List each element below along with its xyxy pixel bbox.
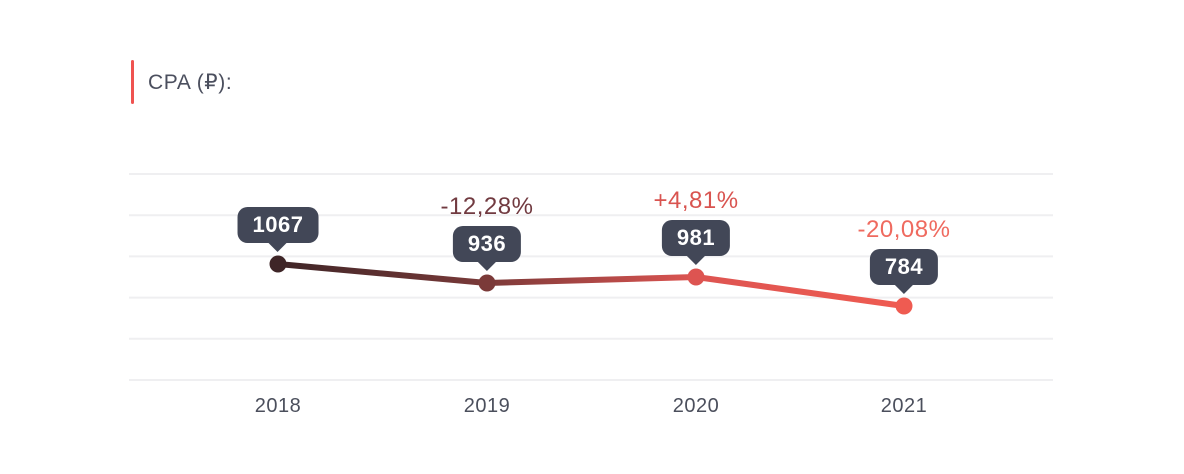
chart-header: CPA (₽):	[131, 60, 232, 104]
change-label-2021: -20,08%	[857, 216, 951, 243]
value-badge-2018[interactable]: 1067	[237, 207, 319, 252]
badge-tail	[477, 261, 497, 271]
data-point-2018[interactable]	[269, 255, 287, 273]
change-label-2020: +4,81%	[653, 187, 739, 214]
change-label-2019: -12,28%	[440, 193, 534, 220]
badge-tail	[267, 242, 288, 252]
chart-title: CPA (₽):	[148, 70, 233, 94]
accent-bar	[131, 60, 134, 104]
x-axis-label-2020: 2020	[672, 395, 720, 417]
data-point-2021[interactable]	[895, 297, 913, 315]
x-axis-label-2018: 2018	[254, 395, 302, 417]
data-point-2020[interactable]	[687, 268, 705, 286]
badge-tail	[894, 284, 914, 294]
value-badge-2020[interactable]: 981	[661, 220, 731, 265]
x-axis-label-2021: 2021	[880, 395, 928, 417]
data-point-2019[interactable]	[478, 274, 496, 292]
x-axis-label-2019: 2019	[463, 395, 511, 417]
value-badge-2019[interactable]: 936	[452, 226, 522, 271]
cpa-series-line	[275, 261, 907, 309]
value-badge-2021[interactable]: 784	[869, 249, 939, 294]
badge-tail	[686, 255, 706, 265]
